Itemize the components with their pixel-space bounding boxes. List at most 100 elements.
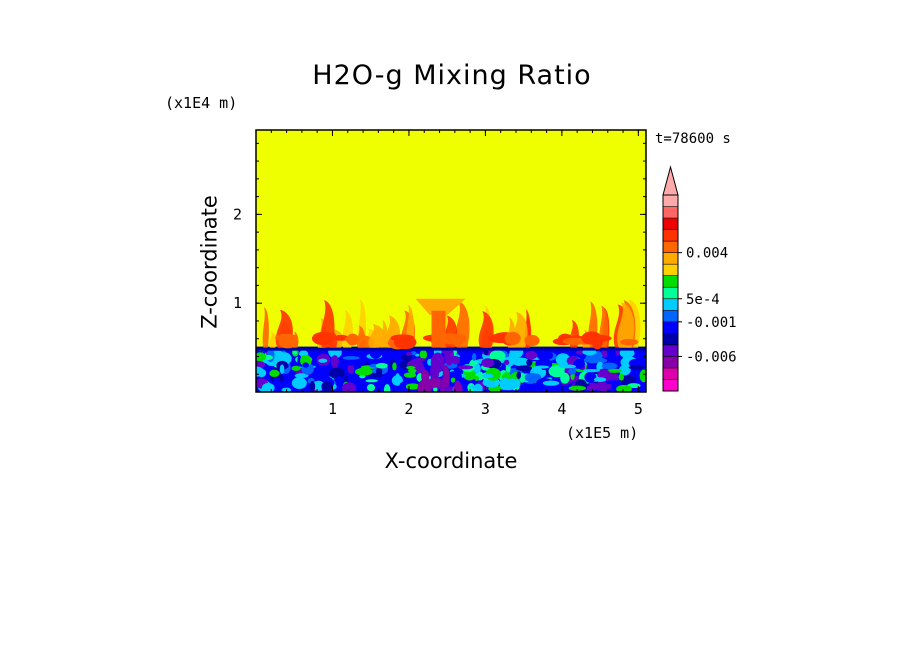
field-cell bbox=[618, 373, 624, 381]
colorbar-segment bbox=[663, 229, 678, 242]
field-cell bbox=[531, 367, 543, 374]
field-cell bbox=[312, 380, 325, 391]
field-cell bbox=[421, 370, 430, 383]
field-cell bbox=[297, 355, 302, 367]
plot-frame bbox=[255, 129, 647, 393]
field-cell bbox=[272, 376, 280, 386]
field-cell bbox=[558, 364, 577, 369]
field-cell bbox=[376, 366, 383, 378]
colorbar-label: -0.006 bbox=[686, 349, 737, 365]
x-axis-unit-label: (x1E5 m) bbox=[566, 424, 639, 442]
field-cell bbox=[512, 357, 530, 367]
colorbar-segment bbox=[663, 310, 678, 323]
plume-base bbox=[524, 334, 540, 347]
field-cell bbox=[519, 372, 526, 383]
field-cell bbox=[405, 352, 413, 356]
y-tick-label: 2 bbox=[233, 205, 242, 223]
field-cell bbox=[328, 367, 345, 379]
plume-base bbox=[346, 333, 360, 346]
field-cell bbox=[481, 358, 495, 368]
field-cell bbox=[499, 377, 511, 391]
field-cell bbox=[318, 358, 328, 363]
field-cell bbox=[605, 380, 621, 385]
plume-base bbox=[275, 333, 298, 342]
colorbar-segment bbox=[663, 241, 678, 253]
colorbar-segment bbox=[663, 252, 678, 265]
field-cell bbox=[503, 359, 510, 366]
colorbar-segment bbox=[663, 298, 678, 311]
field-cell bbox=[601, 362, 618, 370]
field-cell bbox=[261, 382, 275, 392]
field-cell bbox=[335, 376, 343, 385]
field-cell bbox=[395, 373, 401, 384]
colorbar-segment bbox=[663, 195, 678, 207]
field-cell bbox=[302, 362, 309, 368]
field-cell bbox=[451, 356, 461, 365]
field-cell bbox=[366, 383, 376, 392]
plume-base bbox=[504, 331, 521, 346]
field-cell bbox=[433, 386, 438, 392]
field-cell bbox=[294, 373, 309, 379]
field-cell bbox=[548, 365, 566, 378]
field-cell bbox=[269, 369, 280, 378]
field-cell bbox=[264, 355, 273, 361]
colorbar-segment bbox=[663, 206, 678, 219]
colorbar-segment bbox=[663, 344, 678, 357]
y-tick-label: 1 bbox=[233, 294, 242, 312]
field-cell bbox=[583, 357, 593, 363]
field-cell bbox=[407, 368, 417, 373]
field-cell bbox=[406, 366, 416, 370]
colorbar: 0.004 5e-4 -0.001 -0.006 bbox=[662, 165, 737, 392]
field-cell bbox=[341, 382, 357, 392]
field-cell bbox=[375, 362, 388, 369]
x-tick-label: 5 bbox=[634, 400, 643, 418]
field-cell bbox=[415, 353, 420, 357]
axes: 1 2 3 4 5 1 2 bbox=[233, 130, 646, 418]
field-cell bbox=[471, 353, 477, 361]
colorbar-segment bbox=[663, 264, 678, 277]
colorbar-label: 5e-4 bbox=[686, 292, 720, 308]
field-cell bbox=[426, 378, 442, 388]
field-cell bbox=[536, 350, 554, 361]
plume-base bbox=[390, 334, 415, 342]
y-axis-unit-label: (x1E4 m) bbox=[165, 94, 238, 112]
field-cell bbox=[606, 368, 623, 373]
field-cell bbox=[279, 364, 285, 375]
field-cell bbox=[639, 369, 646, 383]
field-cell bbox=[330, 355, 339, 368]
colorbar-segment bbox=[663, 367, 678, 380]
field-cell bbox=[473, 383, 483, 392]
colorbar-label: -0.001 bbox=[686, 315, 737, 331]
plume-base bbox=[311, 331, 335, 346]
field-cell bbox=[619, 348, 635, 358]
field-cell bbox=[291, 365, 301, 371]
field-cell bbox=[482, 373, 494, 379]
plume bbox=[269, 331, 277, 348]
field-cell bbox=[628, 365, 645, 370]
field-cell bbox=[542, 380, 560, 386]
field-cell bbox=[392, 362, 397, 371]
field-cell bbox=[524, 372, 542, 383]
field-cell bbox=[474, 376, 480, 381]
plume-head bbox=[415, 298, 466, 315]
field-cell bbox=[616, 384, 632, 392]
field-cell bbox=[432, 363, 440, 376]
field-cell bbox=[399, 381, 407, 391]
field-cell bbox=[442, 365, 450, 388]
field-cell bbox=[383, 384, 391, 392]
plume-base bbox=[591, 336, 603, 350]
field-cell bbox=[573, 359, 585, 369]
colorbar-segment bbox=[663, 321, 678, 334]
plume-base bbox=[620, 338, 639, 346]
heatmap-field bbox=[256, 130, 646, 392]
field-cell bbox=[568, 385, 587, 391]
x-tick-label: 4 bbox=[557, 400, 566, 418]
field-cell bbox=[516, 371, 522, 379]
colorbar-frame bbox=[662, 194, 679, 392]
boundary-layer-top bbox=[256, 346, 646, 351]
chart-title: H2O-g Mixing Ratio bbox=[312, 60, 592, 91]
colorbar-segment bbox=[663, 333, 678, 346]
x-tick-label: 3 bbox=[481, 400, 490, 418]
field-cell bbox=[292, 350, 298, 355]
